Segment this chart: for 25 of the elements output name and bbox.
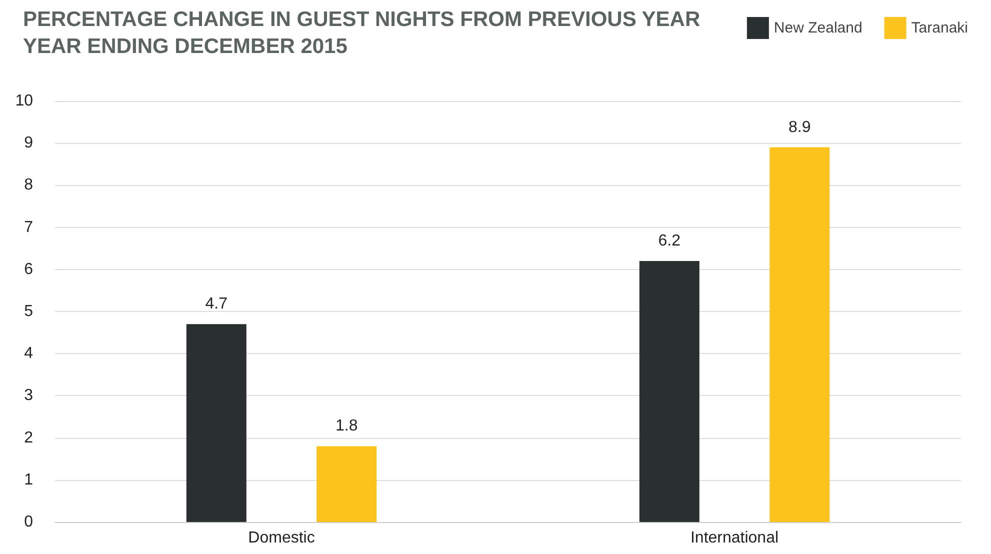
y-tick-label: 3 bbox=[24, 387, 34, 404]
y-tick-label: 8 bbox=[24, 176, 34, 194]
y-tick-label: 0 bbox=[24, 514, 34, 530]
data-label: 6.2 bbox=[658, 232, 681, 250]
y-tick-label: 2 bbox=[24, 429, 34, 446]
legend-label: Taranaki bbox=[911, 20, 968, 36]
data-label: 1.8 bbox=[335, 418, 358, 435]
y-tick-label: 5 bbox=[24, 303, 34, 320]
chart-subtitle: YEAR ENDING DECEMBER 2015 bbox=[23, 35, 348, 58]
y-tick-label: 9 bbox=[24, 134, 34, 152]
bar bbox=[186, 324, 246, 522]
x-tick-label: International bbox=[690, 530, 779, 546]
bar bbox=[316, 446, 377, 522]
y-tick-label: 10 bbox=[15, 92, 34, 110]
bar bbox=[639, 260, 700, 522]
data-label: 8.9 bbox=[788, 118, 811, 136]
data-label: 4.7 bbox=[205, 296, 228, 313]
bar bbox=[770, 147, 830, 522]
legend-label: New Zealand bbox=[774, 20, 862, 36]
y-tick-label: 6 bbox=[24, 260, 34, 278]
chart-title: PERCENTAGE CHANGE IN GUEST NIGHTS FROM PREVIOUS YEAR bbox=[23, 8, 700, 31]
y-tick-label: 7 bbox=[24, 218, 34, 236]
y-tick-label: 1 bbox=[24, 471, 34, 488]
x-tick-label: Domestic bbox=[248, 530, 315, 546]
y-tick-label: 4 bbox=[24, 345, 34, 362]
